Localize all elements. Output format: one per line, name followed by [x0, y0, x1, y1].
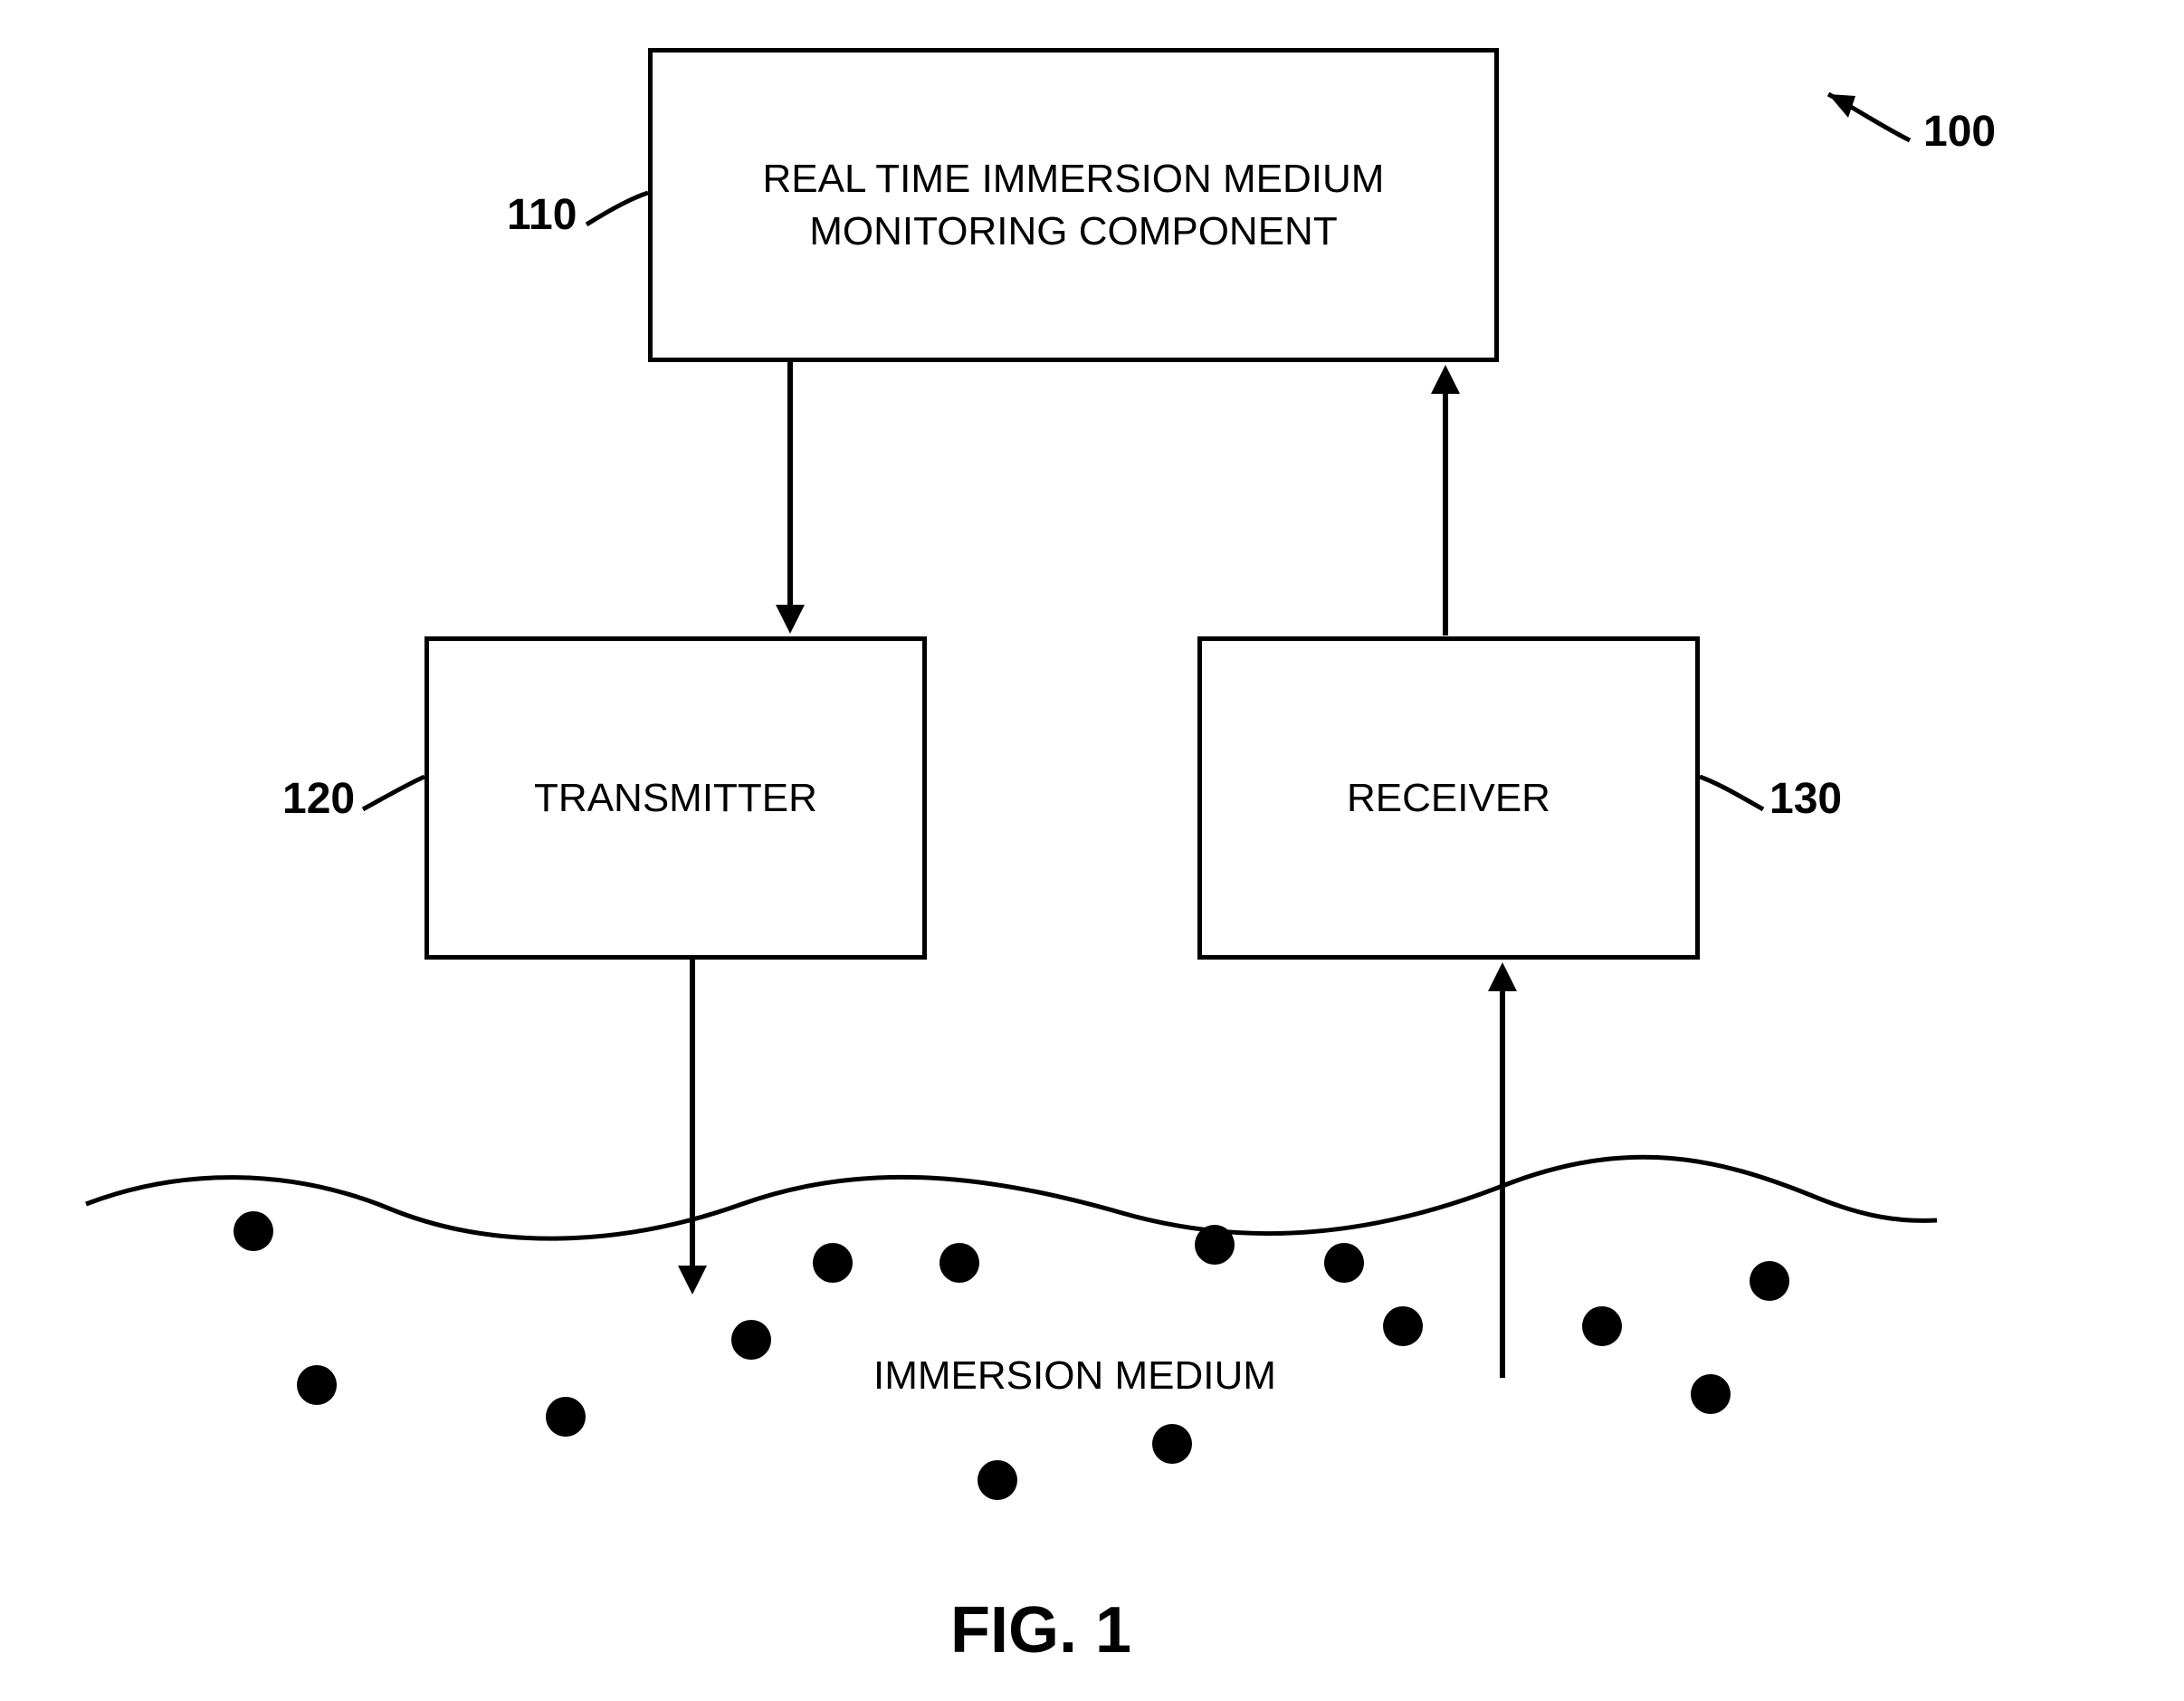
- leader-130: [0, 0, 2184, 1701]
